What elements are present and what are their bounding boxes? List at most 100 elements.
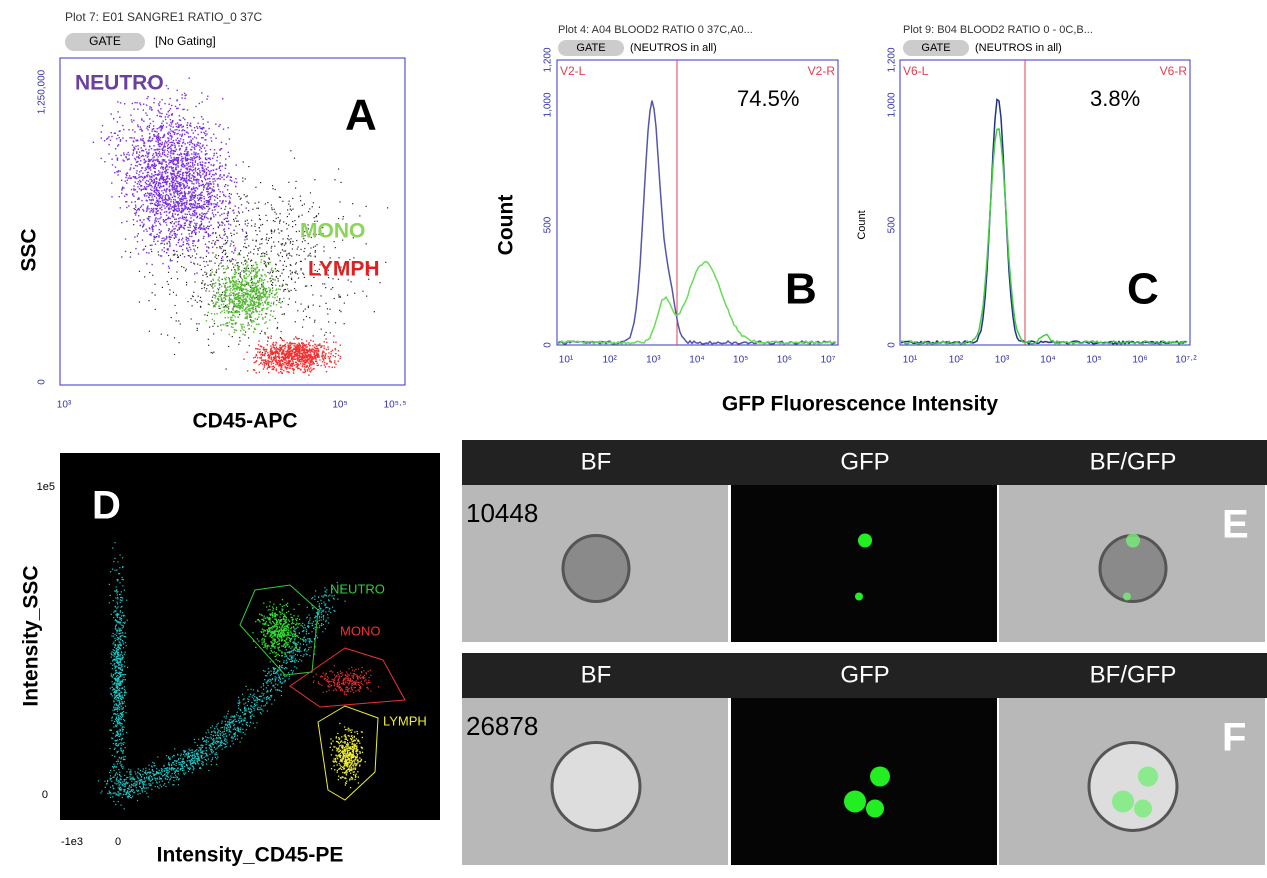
dot <box>270 290 271 291</box>
dot <box>262 317 263 318</box>
dot <box>275 356 276 357</box>
dot <box>148 152 149 153</box>
dot <box>328 356 329 357</box>
dot <box>310 354 311 355</box>
dot <box>156 155 157 156</box>
dot <box>150 166 151 167</box>
dot <box>175 179 176 180</box>
dot <box>164 244 165 245</box>
dot <box>280 213 281 214</box>
dot <box>155 135 156 136</box>
dot <box>327 346 328 347</box>
dot <box>225 317 226 318</box>
dot <box>272 350 273 351</box>
dot <box>223 229 224 230</box>
dot <box>295 364 296 365</box>
dot <box>252 311 253 312</box>
dot <box>125 174 126 175</box>
dot <box>294 359 295 360</box>
dot <box>149 118 150 119</box>
dot <box>194 281 195 282</box>
dot <box>198 323 199 324</box>
dot <box>260 346 261 347</box>
dot <box>295 263 296 264</box>
dot <box>296 362 297 363</box>
dot <box>242 281 243 282</box>
dot <box>124 686 125 687</box>
dot <box>259 372 260 373</box>
dot <box>162 126 163 127</box>
dot <box>195 170 196 171</box>
dot <box>315 246 316 247</box>
dot <box>299 353 300 354</box>
dot <box>302 359 303 360</box>
dot <box>190 262 191 263</box>
dot <box>189 174 190 175</box>
dot <box>168 230 169 231</box>
dot <box>232 336 233 337</box>
dot <box>232 263 233 264</box>
dot <box>174 185 175 186</box>
dot <box>302 273 303 274</box>
dot <box>183 126 184 127</box>
dot <box>184 153 185 154</box>
dot <box>249 324 250 325</box>
dot <box>231 281 232 282</box>
dot <box>230 261 231 262</box>
dot <box>284 245 285 246</box>
dot <box>173 167 174 168</box>
dot <box>283 269 284 270</box>
dot <box>197 134 198 135</box>
dot <box>308 211 309 212</box>
dot <box>207 285 208 286</box>
dot <box>151 131 152 132</box>
dot <box>154 190 155 191</box>
dot <box>226 143 227 144</box>
dot <box>185 270 186 271</box>
dot <box>159 151 160 152</box>
dot <box>150 233 151 234</box>
dot <box>188 250 189 251</box>
dot <box>248 202 249 203</box>
dot <box>226 295 227 296</box>
dot <box>166 202 167 203</box>
dot <box>170 199 171 200</box>
dot <box>222 252 223 253</box>
dot <box>255 246 256 247</box>
dot <box>211 140 212 141</box>
dot <box>169 98 170 99</box>
dot <box>190 215 191 216</box>
dot <box>231 194 232 195</box>
dot <box>142 173 143 174</box>
dot <box>163 160 164 161</box>
dot <box>294 365 295 366</box>
dot <box>313 341 314 342</box>
dot <box>296 356 297 357</box>
dot <box>244 194 245 195</box>
dot <box>187 227 188 228</box>
dot <box>316 361 317 362</box>
dot <box>198 142 199 143</box>
dot <box>239 314 240 315</box>
dot <box>208 312 209 313</box>
dot <box>207 276 208 277</box>
dot <box>289 213 290 214</box>
dot <box>153 128 154 129</box>
dot <box>286 228 287 229</box>
dot <box>267 302 268 303</box>
dot <box>309 371 310 372</box>
dot <box>140 181 141 182</box>
dot <box>192 143 193 144</box>
dot <box>201 205 202 206</box>
dot <box>246 267 247 268</box>
dot <box>111 136 112 137</box>
dot <box>204 198 205 199</box>
dot <box>117 159 118 160</box>
dot <box>157 213 158 214</box>
dot <box>282 238 283 239</box>
dot <box>190 204 191 205</box>
y-axis-label: Count <box>495 195 518 256</box>
dot <box>108 144 109 145</box>
dot <box>271 302 272 303</box>
dot <box>302 347 303 348</box>
